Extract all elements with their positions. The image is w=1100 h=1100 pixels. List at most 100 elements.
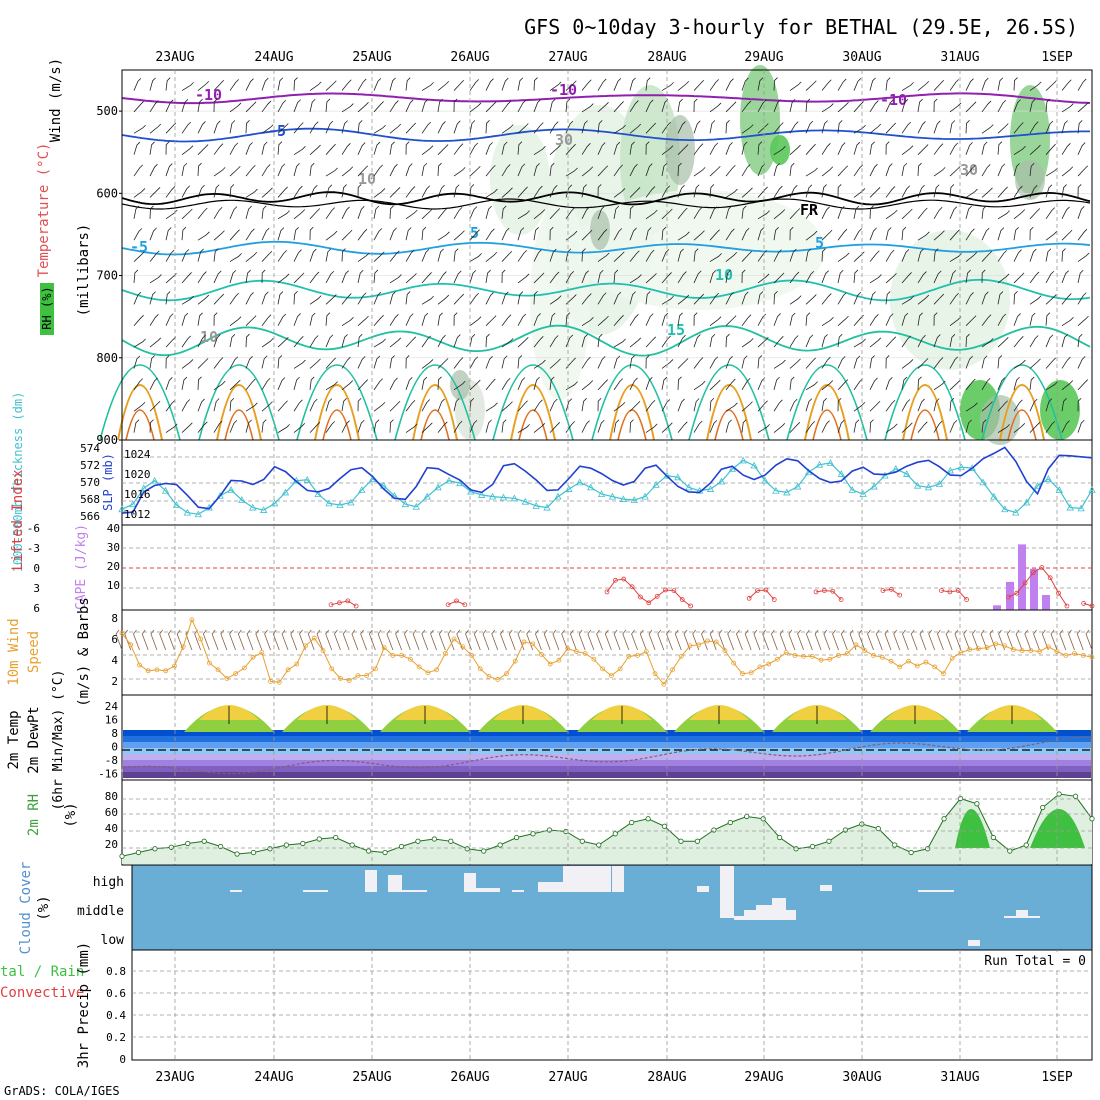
wind-barb xyxy=(629,227,637,241)
wind-barb xyxy=(325,312,331,326)
wind-barb xyxy=(805,207,815,220)
wind-barb xyxy=(965,251,978,262)
wind-barb xyxy=(437,248,444,262)
wind-barb xyxy=(1045,184,1053,198)
wind-barb xyxy=(245,188,258,198)
wind-barb xyxy=(293,291,298,305)
thickness-point xyxy=(946,466,954,474)
wind-barb xyxy=(709,206,718,219)
wind10m-barb xyxy=(797,629,804,651)
wind-barb xyxy=(597,356,606,369)
wind-barb xyxy=(405,249,415,262)
wind-barb xyxy=(629,163,638,177)
wind-barb xyxy=(1029,162,1035,177)
wind-barb xyxy=(741,401,753,412)
wind-barb xyxy=(981,141,988,155)
wind-barb xyxy=(789,335,799,348)
wind-barb xyxy=(325,248,332,262)
wind-barb xyxy=(837,184,842,198)
wind-barb xyxy=(821,79,832,91)
thickness-point xyxy=(641,492,649,500)
wind-barb xyxy=(1013,376,1020,390)
rh-point xyxy=(941,816,947,822)
wind-barb xyxy=(725,164,736,177)
wind-barb xyxy=(309,81,322,91)
wind-speed-point xyxy=(294,661,300,667)
wind-barb xyxy=(293,163,300,177)
wind-barb xyxy=(469,356,479,369)
wind-barb xyxy=(629,355,635,369)
wind-barb xyxy=(405,336,417,348)
contour-label: 5 xyxy=(470,224,479,242)
wind10m-barb xyxy=(805,629,813,651)
wind-barb xyxy=(677,248,684,262)
wind-barb xyxy=(901,376,908,390)
wind-barb xyxy=(469,270,477,284)
wind-barb xyxy=(917,294,930,305)
wind-barb xyxy=(853,141,861,155)
wind-barb xyxy=(597,102,609,113)
wind-barb xyxy=(133,188,146,198)
wind-barb xyxy=(693,312,698,326)
wind-barb xyxy=(277,313,287,326)
wind10m-barb xyxy=(1059,629,1067,651)
wind-barb xyxy=(645,186,656,198)
wind-barb xyxy=(373,314,384,326)
wind-barb xyxy=(437,121,446,134)
wind-barb xyxy=(1045,143,1056,155)
thickness-tick-label: 570 xyxy=(80,476,100,489)
wind-speed-point xyxy=(303,643,308,649)
wind-barb xyxy=(197,312,203,326)
rh-point xyxy=(924,846,931,852)
wind-barb xyxy=(613,101,624,113)
wind-barb xyxy=(245,419,252,433)
slp-line xyxy=(121,446,1093,514)
wind-barb xyxy=(933,248,939,262)
wind-barb xyxy=(629,100,639,113)
wind-speed-point xyxy=(425,670,431,676)
wind-barb xyxy=(741,377,751,391)
wind-barb xyxy=(1029,398,1038,412)
rh-point xyxy=(530,831,536,837)
wind-tick-label: 4 xyxy=(111,654,118,667)
isotherm-15-arch xyxy=(99,364,181,441)
thickness-point xyxy=(249,503,257,511)
rh-point xyxy=(300,840,306,847)
wind-barb xyxy=(421,422,433,433)
wind-barb xyxy=(389,141,395,155)
rh-shading xyxy=(890,230,1010,370)
wind-barb xyxy=(405,227,412,241)
thickness-point xyxy=(456,479,464,487)
wind-barb xyxy=(645,313,654,326)
wind-barb xyxy=(389,274,402,284)
slp-axis-label: SLP (mb) xyxy=(101,453,115,511)
wind-barb xyxy=(533,272,545,284)
wind-barb xyxy=(325,421,335,433)
wind-barb xyxy=(1045,398,1053,412)
rh-line xyxy=(121,793,1093,857)
lifted-index-point xyxy=(1022,580,1028,586)
wind-speed-point xyxy=(224,676,230,681)
temp-band xyxy=(123,730,1091,736)
wind-barb xyxy=(709,253,722,262)
wind-barb xyxy=(453,334,461,348)
wind-barb xyxy=(549,185,558,198)
wind-barb xyxy=(725,355,733,369)
wind-barb xyxy=(357,252,370,262)
wind-barb xyxy=(325,398,333,412)
wind-barb xyxy=(773,122,784,134)
wind-barb xyxy=(277,400,288,412)
wind-barb xyxy=(197,398,205,412)
isotherm-15-arch xyxy=(591,364,673,441)
rh-point xyxy=(908,849,914,856)
wind10m-barb xyxy=(1050,629,1058,651)
lifted-index-point xyxy=(353,603,359,609)
wind-barb xyxy=(629,274,642,284)
wind-barb xyxy=(613,205,620,219)
wind-barb xyxy=(421,162,428,177)
lifted-index-point xyxy=(688,603,694,609)
wind-barb xyxy=(709,79,719,91)
wind-barb xyxy=(869,274,882,284)
wind-barb xyxy=(917,184,925,198)
wind-barb xyxy=(1029,81,1042,91)
